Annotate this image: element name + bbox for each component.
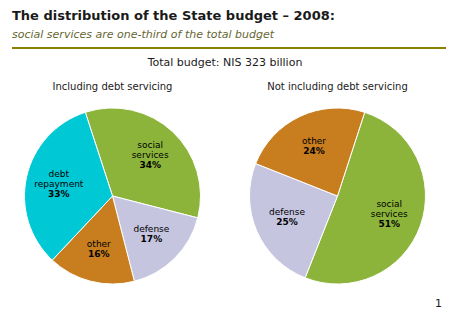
slices [250, 108, 426, 284]
value-label: 17% [141, 234, 163, 244]
data-label: debtrepayment33% [34, 169, 84, 199]
data-label: defense17% [133, 224, 169, 244]
data-label: defense25% [269, 207, 305, 227]
chart-title: Including debt servicing [53, 81, 173, 92]
page: The distribution of the State budget – 2… [0, 0, 450, 313]
category-label: services [132, 150, 169, 160]
value-label: 51% [378, 219, 400, 229]
data-label: socialservices51% [371, 199, 408, 229]
data-label: other16% [87, 239, 111, 259]
category-label: other [87, 239, 111, 249]
data-labels: socialservices51% defense25% other24% [269, 136, 408, 229]
value-label: 34% [139, 160, 161, 170]
category-label: repayment [34, 179, 84, 189]
category-label: social [376, 199, 402, 209]
data-label: socialservices34% [132, 140, 169, 170]
category-label: defense [269, 207, 305, 217]
value-label: 16% [88, 249, 110, 259]
chart-title: Not including debt servicing [267, 81, 408, 92]
slices [25, 108, 201, 284]
data-labels: socialservices34% defense17% other16% debtr… [34, 140, 170, 258]
pie-chart: socialservices34% defense17% other16% debtr… [25, 108, 201, 284]
category-label: services [371, 209, 408, 219]
subtitle: social services are one-third of the tot… [12, 28, 275, 41]
annotation: Total budget: NIS 323 billion [147, 56, 303, 69]
slice [256, 108, 365, 196]
page-number: 1 [435, 297, 442, 310]
divider [12, 47, 446, 49]
title: The distribution of the State budget – 2… [12, 8, 335, 23]
value-label: 25% [276, 217, 298, 227]
value-label: 33% [48, 189, 70, 199]
value-label: 24% [303, 146, 325, 156]
category-label: debt [49, 169, 70, 179]
category-label: other [302, 136, 326, 146]
category-label: social [137, 140, 163, 150]
category-label: defense [133, 224, 169, 234]
slice [25, 112, 113, 260]
pie-chart: socialservices51% defense25% other24% [250, 108, 426, 284]
data-label: other24% [302, 136, 326, 156]
